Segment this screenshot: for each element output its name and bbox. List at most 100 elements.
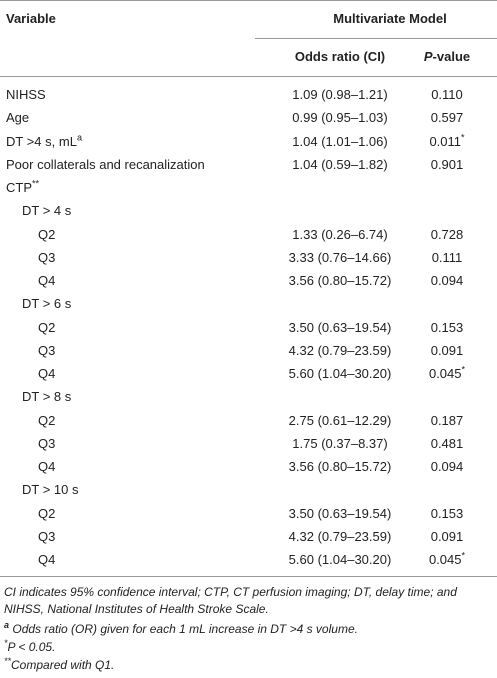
label-text: Q2	[38, 505, 56, 521]
odds-cell: 5.60 (1.04–30.20)	[288, 366, 392, 381]
row-label: DT > 10 s	[22, 481, 78, 499]
p-text: 0.091	[430, 528, 464, 544]
row-label: Age	[6, 109, 29, 127]
note-abbrev: CI indicates 95% confidence interval; CT…	[4, 585, 457, 616]
row-label: Q3	[38, 342, 55, 360]
p-cell: 0.045*	[400, 551, 494, 569]
p-cell: 0.111	[400, 249, 494, 267]
note-text: Odds ratio (OR) given for each 1 mL incr…	[12, 622, 358, 636]
p-cell: 0.091	[400, 342, 494, 360]
rule	[255, 38, 497, 39]
label-text: NIHSS	[6, 87, 46, 102]
p-cell: 0.153	[400, 319, 494, 337]
label-text: Q3	[38, 528, 56, 544]
label-text: DT > 6 s	[22, 296, 72, 312]
odds-cell: 1.75 (0.37–8.37)	[292, 435, 388, 451]
label-text: Age	[6, 110, 30, 126]
odds-cell: 3.50 (0.63–19.54)	[288, 319, 392, 335]
row-label: Q4	[38, 551, 55, 569]
p-cell: 0.094	[400, 272, 494, 290]
p-cell: 0.091	[400, 528, 494, 546]
label-text: Q2	[38, 319, 56, 335]
odds-cell: 2.75 (0.61–12.29)	[288, 412, 392, 428]
label-text: Q4	[38, 552, 56, 567]
note-mark: *	[4, 638, 8, 648]
row-label: Q4	[38, 458, 55, 476]
label-text: Q3	[38, 342, 56, 358]
label-text: CTP	[6, 180, 32, 195]
row-label: CTP**	[6, 179, 39, 197]
rule	[0, 576, 497, 577]
row-label: Q3	[38, 435, 55, 453]
p-text: 0.094	[430, 459, 464, 474]
odds-cell: 0.99 (0.95–1.03)	[292, 110, 388, 126]
row-label: Q3	[38, 249, 55, 267]
label-text: Q2	[38, 226, 56, 242]
p-text: 0.045	[428, 366, 462, 381]
note-p: *P < 0.05.	[4, 639, 492, 656]
label-text: Q3	[38, 435, 56, 451]
odds-cell: 5.60 (1.04–30.20)	[288, 552, 392, 567]
p-text: 0.481	[430, 435, 464, 451]
odds-cell: 4.32 (0.79–23.59)	[288, 342, 392, 358]
header-odds: Odds ratio (CI)	[294, 49, 386, 64]
odds-cell: 1.33 (0.26–6.74)	[292, 226, 388, 242]
p-sup: *	[461, 364, 466, 375]
row-label: Q2	[38, 226, 55, 244]
p-cell: 0.011*	[400, 133, 494, 151]
label-sup: a	[76, 132, 82, 143]
p-cell: 0.110	[400, 86, 494, 104]
row-label: Poor collaterals and recanalization	[6, 156, 205, 174]
p-cell: 0.153	[400, 505, 494, 523]
header-p-rest: -value	[432, 49, 471, 64]
row-label: Q4	[38, 272, 55, 290]
p-text: 0.901	[430, 156, 464, 172]
p-text: 0.110	[431, 87, 463, 102]
header-p-italic: P	[423, 49, 433, 64]
p-text: 0.045	[428, 552, 462, 567]
label-text: DT > 10 s	[22, 482, 79, 498]
odds-cell: 4.32 (0.79–23.59)	[288, 528, 392, 544]
p-sup: *	[461, 132, 465, 143]
row-label: Q2	[38, 412, 55, 430]
odds-cell: 1.04 (0.59–1.82)	[292, 156, 388, 172]
row-label: NIHSS	[6, 86, 46, 104]
p-cell: 0.901	[400, 156, 494, 174]
note-q: **Compared with Q1.	[4, 657, 492, 674]
p-text: 0.111	[431, 249, 463, 265]
p-text: 0.153	[430, 505, 464, 521]
p-text: 0.153	[430, 319, 464, 335]
note-text: Compared with Q1.	[11, 658, 115, 672]
header-model: Multivariate Model	[333, 11, 447, 26]
label-text: DT > 8 s	[22, 389, 72, 405]
p-text: 0.091	[430, 342, 464, 358]
row-label: DT >4 s, mLa	[6, 133, 82, 151]
p-cell: 0.045*	[400, 365, 494, 383]
odds-cell: 1.09 (0.98–1.21)	[292, 87, 388, 102]
label-sup: **	[32, 178, 40, 189]
p-text: 0.094	[430, 273, 464, 288]
row-label: DT > 4 s	[22, 202, 71, 220]
p-text: 0.011	[429, 133, 462, 149]
row-label: Q2	[38, 319, 55, 337]
odds-cell: 3.56 (0.80–15.72)	[288, 459, 392, 474]
p-sup: *	[461, 550, 466, 561]
label-text: Q2	[38, 412, 56, 428]
note-a: a Odds ratio (OR) given for each 1 mL in…	[4, 621, 492, 638]
odds-cell: 1.04 (1.01–1.06)	[292, 133, 388, 149]
header-p: P-value	[400, 48, 494, 66]
odds-cell: 3.33 (0.76–14.66)	[288, 249, 392, 265]
p-text: 0.597	[430, 110, 464, 126]
p-text: 0.187	[430, 412, 464, 428]
note-text: < 0.05.	[15, 640, 56, 654]
label-text: Q3	[38, 249, 56, 265]
p-cell: 0.094	[400, 458, 494, 476]
header-variable: Variable	[6, 11, 56, 26]
label-text: Poor collaterals and recanalization	[6, 156, 205, 172]
rule	[0, 76, 497, 77]
row-label: Q2	[38, 505, 55, 523]
note-italic: P	[7, 640, 16, 654]
label-text: DT > 4 s	[22, 203, 72, 219]
p-cell: 0.187	[400, 412, 494, 430]
note-mark: **	[4, 656, 12, 666]
